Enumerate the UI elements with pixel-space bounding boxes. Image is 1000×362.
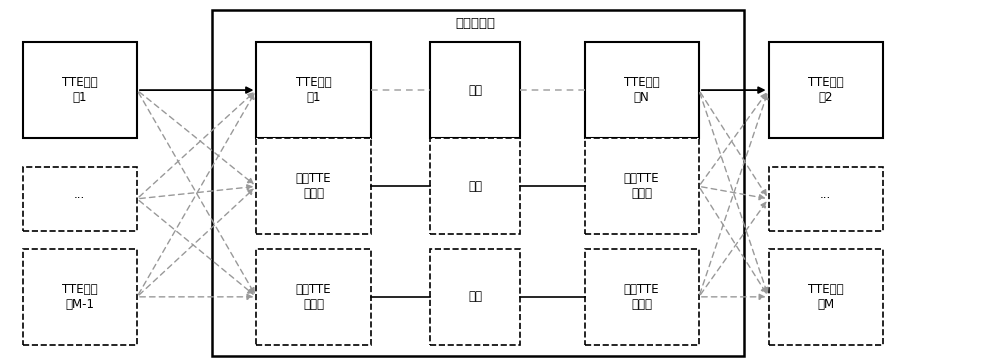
Text: 冗余TTE
交换机: 冗余TTE 交换机 <box>296 172 331 200</box>
Bar <box>256 138 371 235</box>
Text: 冗余TTE
交换机: 冗余TTE 交换机 <box>624 283 660 311</box>
Bar <box>256 42 371 138</box>
Text: TTE端系
统M: TTE端系 统M <box>808 283 843 311</box>
Bar <box>212 10 744 355</box>
Bar <box>430 138 520 235</box>
Text: TTE交换
机1: TTE交换 机1 <box>296 76 331 104</box>
Bar <box>430 42 520 138</box>
Bar <box>23 167 137 231</box>
Text: 冗余TTE
交换机: 冗余TTE 交换机 <box>624 172 660 200</box>
Bar <box>430 249 520 345</box>
Bar <box>769 42 883 138</box>
Text: TTE端系
统M-1: TTE端系 统M-1 <box>62 283 98 311</box>
Text: ···: ··· <box>820 192 831 205</box>
Bar <box>585 138 699 235</box>
Text: TTE端系
统1: TTE端系 统1 <box>62 76 98 104</box>
Bar <box>769 249 883 345</box>
Text: 逻辑交换机: 逻辑交换机 <box>455 17 495 30</box>
Text: TTE端系
统2: TTE端系 统2 <box>808 76 843 104</box>
Text: TTE交换
机N: TTE交换 机N <box>624 76 660 104</box>
Text: 级联: 级联 <box>468 84 482 97</box>
Bar <box>769 167 883 231</box>
Text: ···: ··· <box>74 192 85 205</box>
Bar <box>23 42 137 138</box>
Bar <box>256 249 371 345</box>
Text: 冗余TTE
交换机: 冗余TTE 交换机 <box>296 283 331 311</box>
Bar <box>23 249 137 345</box>
Text: 级联: 级联 <box>468 290 482 303</box>
Bar <box>585 249 699 345</box>
Bar <box>585 42 699 138</box>
Text: 级联: 级联 <box>468 180 482 193</box>
